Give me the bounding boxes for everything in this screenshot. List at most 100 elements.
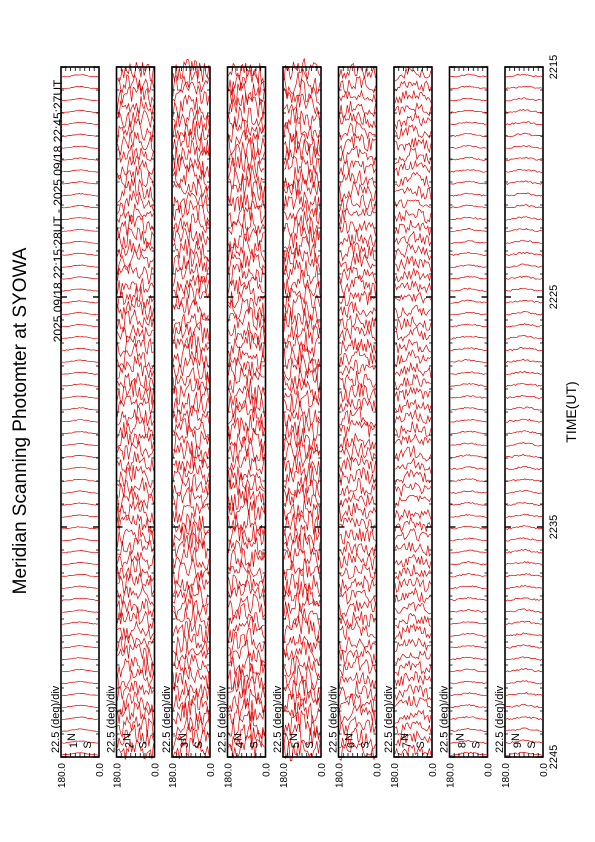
trace-line — [450, 442, 487, 446]
trace-line — [283, 247, 321, 273]
trace-line — [61, 300, 99, 304]
trace-line — [450, 704, 487, 708]
trace-line — [117, 203, 154, 224]
trace-line — [61, 181, 99, 185]
trace-line — [283, 615, 321, 644]
trace-line — [450, 513, 487, 518]
trace-line — [172, 239, 210, 262]
direction-letter-s: S — [249, 741, 261, 748]
trace-line — [228, 651, 265, 676]
trace-line — [228, 388, 265, 417]
trace-line — [450, 680, 487, 685]
trace-line — [228, 570, 265, 596]
trace-line — [394, 373, 432, 391]
trace-line — [283, 354, 321, 382]
trace-line — [394, 433, 432, 447]
trace-line — [450, 98, 487, 102]
trace-line — [61, 121, 98, 125]
trace-line — [62, 669, 99, 673]
trace-line — [505, 132, 543, 138]
trace-line — [61, 633, 99, 637]
trace-line — [228, 675, 265, 703]
direction-letter-s: S — [193, 741, 205, 748]
y-tick-label-max: 180.0 — [279, 763, 290, 788]
trace-line — [61, 526, 99, 530]
trace-line — [172, 366, 210, 394]
trace-line — [394, 457, 432, 474]
trace-line — [228, 484, 265, 513]
trace-line — [339, 313, 376, 330]
panel-2: 22.5 (deg)/div 180.0 0.0 2NS — [106, 62, 162, 788]
trace-line — [228, 346, 265, 369]
trace-line — [283, 211, 321, 238]
trace-line — [450, 252, 487, 257]
trace-line — [228, 211, 265, 236]
panel-traces — [172, 58, 210, 760]
trace-line — [394, 185, 432, 200]
panel-traces — [450, 73, 487, 756]
trace-line — [172, 378, 210, 405]
trace-line — [228, 616, 265, 643]
trace-line — [450, 454, 487, 459]
trace-line — [228, 200, 265, 227]
y-tick-label-min: 0.0 — [484, 763, 495, 777]
trace-line — [339, 242, 376, 262]
trace-line — [172, 259, 210, 287]
trace-line — [117, 550, 154, 571]
trace-line — [117, 464, 154, 489]
trace-line — [339, 89, 376, 103]
trace-line — [228, 414, 265, 440]
trace-line — [172, 248, 210, 274]
trace-line — [283, 235, 321, 264]
trace-line — [61, 609, 99, 613]
trace-line — [228, 117, 265, 144]
trace-line — [450, 73, 487, 78]
y-tick-label-min: 0.0 — [539, 763, 550, 777]
trace-line — [117, 441, 154, 461]
trace-line — [394, 684, 432, 701]
trace-line — [450, 549, 487, 554]
trace-line — [172, 297, 210, 321]
trace-line — [394, 147, 432, 165]
trace-line — [283, 259, 321, 287]
trace-line — [283, 484, 321, 508]
panel-traces — [505, 73, 543, 756]
trace-line — [283, 567, 321, 596]
panel-scale-label: 22.5 (deg)/div — [272, 685, 284, 753]
trace-line — [228, 378, 265, 406]
trace-line — [172, 723, 210, 750]
panel-frame — [448, 66, 489, 758]
trace-line — [450, 656, 487, 661]
direction-letter-n: N — [455, 733, 467, 741]
trace-line — [62, 169, 99, 173]
trace-line — [172, 653, 210, 676]
trace-line — [117, 405, 154, 427]
trace-line — [394, 445, 432, 462]
trace-line — [450, 418, 487, 423]
trace-line — [339, 111, 376, 129]
trace-line — [505, 370, 543, 375]
trace-line — [172, 425, 210, 452]
trace-line — [394, 316, 432, 331]
trace-line — [228, 91, 265, 120]
trace-line — [283, 498, 321, 521]
trace-line — [283, 425, 321, 454]
trace-line — [339, 220, 376, 236]
trace-line — [450, 287, 487, 292]
x-tick-label: 2215 — [548, 55, 560, 79]
trace-line — [283, 107, 321, 131]
trace-line — [61, 645, 99, 649]
trace-line — [450, 632, 487, 637]
trace-line — [61, 336, 98, 340]
trace-line — [339, 276, 376, 296]
trace-line — [117, 178, 154, 203]
trace-line — [228, 723, 265, 751]
trace-line — [394, 508, 432, 522]
trace-line — [339, 63, 376, 80]
y-tick-label-min: 0.0 — [95, 763, 106, 777]
trace-line — [506, 644, 543, 649]
trace-line — [172, 713, 210, 737]
trace-line — [505, 573, 543, 578]
trace-line — [450, 121, 487, 126]
